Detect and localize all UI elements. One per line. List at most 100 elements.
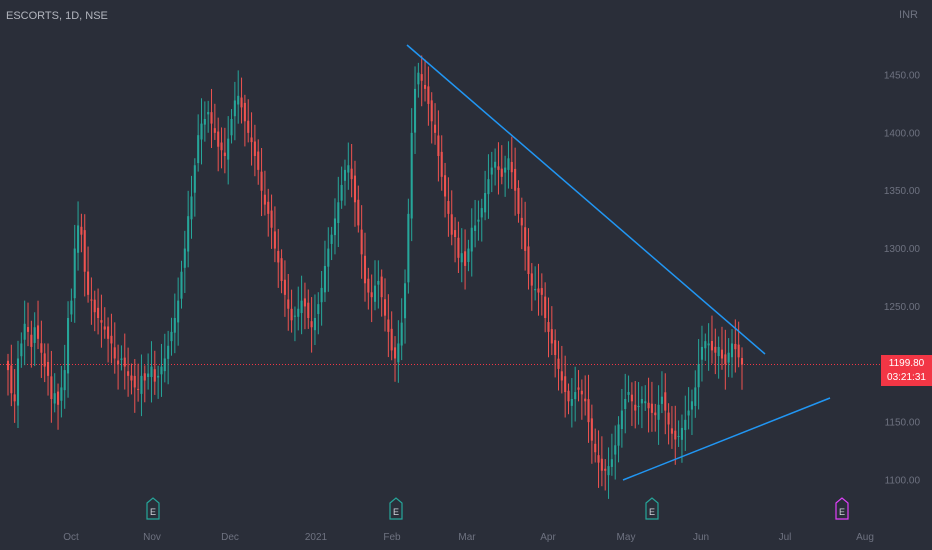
- candle: [467, 248, 470, 262]
- candle: [383, 299, 387, 316]
- candle: [120, 358, 123, 360]
- candle: [554, 340, 557, 356]
- candle: [190, 196, 193, 220]
- candle: [127, 371, 130, 376]
- lower-trendline: [622, 397, 831, 481]
- candle: [193, 165, 196, 193]
- candle: [597, 455, 600, 463]
- candle: [444, 175, 447, 197]
- candle: [157, 375, 160, 378]
- candle: [310, 321, 313, 328]
- candle: [430, 100, 433, 122]
- earnings-icon[interactable]: E: [389, 497, 403, 520]
- candle: [574, 392, 577, 400]
- candle: [297, 308, 300, 317]
- candle: [303, 298, 306, 307]
- candle: [707, 343, 710, 346]
- candle: [437, 135, 440, 156]
- candle: [660, 396, 663, 404]
- candle: [440, 151, 443, 177]
- candle: [337, 202, 340, 223]
- candle: [397, 343, 400, 363]
- candle: [454, 230, 457, 237]
- candle: [390, 328, 393, 351]
- candle: [527, 246, 530, 275]
- candle: [457, 237, 460, 258]
- svg-text:E: E: [839, 507, 845, 517]
- x-tick-label: Dec: [221, 532, 239, 543]
- current-price-label: 1199.80 03:21:31: [881, 355, 932, 386]
- candle: [730, 343, 734, 358]
- candle: [340, 184, 343, 201]
- candle: [50, 376, 53, 399]
- candle: [694, 387, 697, 406]
- candle: [83, 230, 86, 272]
- candle: [420, 74, 423, 81]
- candle: [20, 343, 23, 357]
- candle: [367, 278, 370, 293]
- candle: [80, 226, 83, 235]
- candle: [387, 319, 390, 332]
- candle: [113, 347, 116, 359]
- candle: [343, 169, 347, 181]
- candle: [273, 231, 276, 249]
- candle: [410, 132, 413, 219]
- candle: [477, 219, 480, 222]
- candle: [400, 322, 403, 346]
- candle: [514, 168, 517, 191]
- candle: [183, 248, 186, 268]
- candle: [210, 112, 213, 124]
- candle: [737, 344, 740, 358]
- candle: [317, 304, 320, 315]
- candle: [40, 343, 43, 353]
- candle: [727, 352, 730, 363]
- earnings-upcoming-icon[interactable]: E: [835, 497, 849, 520]
- x-tick-label: Jun: [693, 532, 709, 543]
- candle: [287, 299, 290, 309]
- candle: [497, 166, 500, 170]
- candle: [147, 373, 150, 377]
- candle: [490, 167, 493, 175]
- candle: [143, 373, 146, 381]
- candle: [714, 346, 717, 353]
- candle: [63, 370, 66, 391]
- candle: [677, 436, 680, 438]
- candle: [237, 95, 240, 105]
- candle: [133, 375, 136, 388]
- candle: [67, 318, 70, 374]
- candle: [320, 287, 323, 303]
- candle: [10, 365, 13, 394]
- candle: [627, 392, 630, 395]
- candle: [370, 292, 373, 298]
- candle: [547, 322, 550, 332]
- candle: [253, 141, 256, 156]
- earnings-icon[interactable]: E: [645, 497, 659, 520]
- candle: [267, 201, 270, 214]
- candle: [347, 165, 350, 173]
- candle: [500, 168, 503, 177]
- candle: [290, 308, 293, 321]
- candle: [740, 358, 744, 365]
- candle: [510, 161, 513, 173]
- candle: [424, 84, 427, 89]
- y-tick-label: 1100.00: [885, 476, 921, 487]
- candle: [620, 410, 623, 429]
- candle: [590, 418, 593, 441]
- candle: [33, 327, 36, 343]
- x-tick-label: Apr: [540, 532, 556, 543]
- svg-text:E: E: [150, 507, 156, 517]
- candle: [470, 227, 473, 252]
- candle: [6, 360, 10, 371]
- candle: [720, 349, 724, 359]
- y-tick-label: 1150.00: [885, 418, 921, 429]
- x-tick-label: Jul: [779, 532, 792, 543]
- earnings-icon[interactable]: E: [146, 497, 160, 520]
- candle: [333, 218, 336, 236]
- candle: [173, 318, 176, 333]
- candle: [16, 358, 20, 406]
- candle: [207, 112, 210, 115]
- candle: [494, 161, 497, 168]
- candle: [570, 399, 573, 406]
- candle: [687, 410, 690, 416]
